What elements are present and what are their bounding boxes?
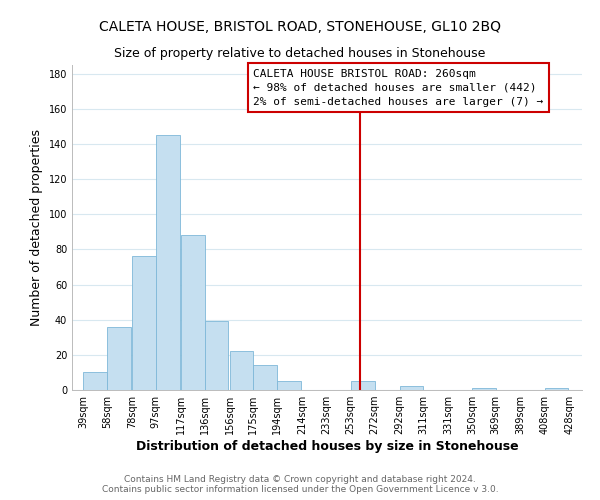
Bar	[132, 256, 156, 390]
Text: Contains public sector information licensed under the Open Government Licence v : Contains public sector information licen…	[101, 485, 499, 494]
Text: CALETA HOUSE, BRISTOL ROAD, STONEHOUSE, GL10 2BQ: CALETA HOUSE, BRISTOL ROAD, STONEHOUSE, …	[99, 20, 501, 34]
Bar	[253, 366, 277, 390]
Bar	[83, 372, 107, 390]
Bar	[107, 327, 131, 390]
Bar	[181, 236, 205, 390]
Bar	[277, 381, 301, 390]
Bar	[229, 352, 253, 390]
Y-axis label: Number of detached properties: Number of detached properties	[30, 129, 43, 326]
X-axis label: Distribution of detached houses by size in Stonehouse: Distribution of detached houses by size …	[136, 440, 518, 453]
Bar	[156, 136, 179, 390]
Bar	[400, 386, 423, 390]
Text: Size of property relative to detached houses in Stonehouse: Size of property relative to detached ho…	[115, 48, 485, 60]
Bar	[472, 388, 496, 390]
Bar	[205, 322, 228, 390]
Text: Contains HM Land Registry data © Crown copyright and database right 2024.: Contains HM Land Registry data © Crown c…	[124, 475, 476, 484]
Text: CALETA HOUSE BRISTOL ROAD: 260sqm
← 98% of detached houses are smaller (442)
2% : CALETA HOUSE BRISTOL ROAD: 260sqm ← 98% …	[253, 68, 544, 106]
Bar	[351, 381, 374, 390]
Bar	[545, 388, 568, 390]
